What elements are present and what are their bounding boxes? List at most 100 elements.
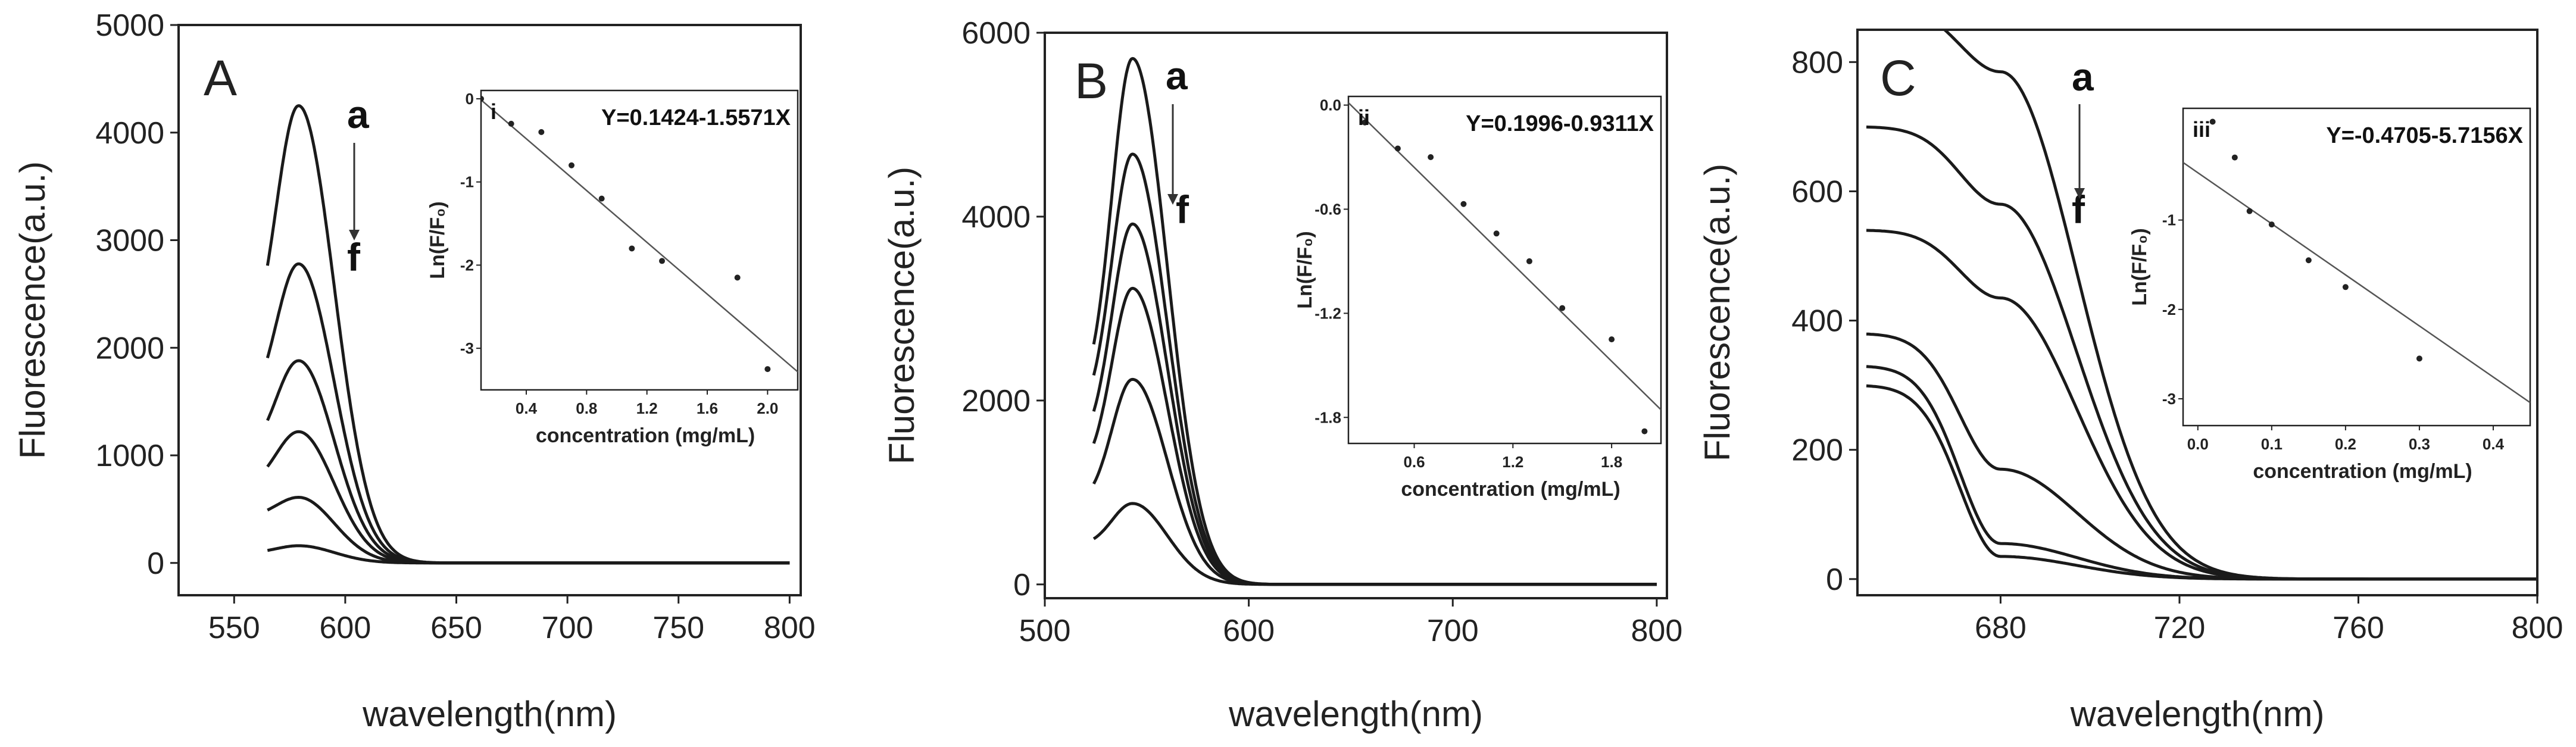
inset-data-point xyxy=(481,95,484,102)
y-axis-title: Fluorescence(a.u.) xyxy=(13,161,52,459)
inset-data-point xyxy=(1526,258,1532,264)
inset-frame xyxy=(2182,107,2531,427)
x-tick-label: 600 xyxy=(1223,614,1275,648)
inset-x-tick-label: 0.8 xyxy=(576,399,597,417)
inset-data-point xyxy=(1394,145,1401,152)
inset-data-point xyxy=(2416,355,2422,362)
inset-data-point xyxy=(2305,257,2312,264)
inset-label: i xyxy=(491,99,497,124)
plot-frame xyxy=(1044,32,1668,599)
inset-y-axis-title: Ln(F/F₀) xyxy=(2128,228,2151,306)
inset-plot-group xyxy=(1348,102,1661,435)
inset-data-point xyxy=(569,162,574,168)
spectrum-curve-d xyxy=(266,430,790,565)
inset-x-tick-label: 0.4 xyxy=(516,399,538,417)
inset-x-tick-label: 1.2 xyxy=(636,399,658,417)
y-tick-label: 6000 xyxy=(961,16,1031,51)
inset-data-point xyxy=(1460,201,1467,207)
inset-data-point xyxy=(598,195,605,202)
plot-frame xyxy=(177,24,802,596)
y-tick-label: 3000 xyxy=(95,224,164,258)
inset-x-axis-title: concentration (mg/mL) xyxy=(1401,478,1620,501)
inset-data-point xyxy=(1641,428,1648,435)
inset-y-tick-label: -3 xyxy=(2162,390,2176,408)
inset-y-tick-label: -2 xyxy=(460,256,474,274)
inset-equation: Y=0.1424-1.5571X xyxy=(601,105,791,130)
spectra-group xyxy=(1092,57,1657,586)
panel-letter: C xyxy=(1880,50,1916,106)
x-tick-label: 550 xyxy=(208,611,260,645)
inset-data-point xyxy=(659,258,665,264)
x-tick-label: 700 xyxy=(542,611,594,645)
series-arrow-head xyxy=(349,230,360,240)
x-tick-label: 800 xyxy=(1631,614,1682,648)
inset-data-point xyxy=(1428,154,1434,161)
x-axis-title: wavelength(nm) xyxy=(2070,694,2325,734)
inset-y-tick-label: 0 xyxy=(466,90,474,108)
y-tick-label: 0 xyxy=(147,546,164,581)
inset-data-point xyxy=(2246,208,2253,214)
inset-x-tick-label: 0.2 xyxy=(2335,435,2356,453)
inset-label: iii xyxy=(2193,117,2210,142)
y-tick-label: 1000 xyxy=(95,439,164,473)
x-tick-label: 600 xyxy=(320,611,371,645)
inset-data-point xyxy=(538,129,545,135)
inset-x-tick-label: 0.4 xyxy=(2483,435,2505,453)
inset-label: ii xyxy=(1358,105,1370,130)
series-arrow-head xyxy=(2074,188,2085,199)
y-tick-label: 400 xyxy=(1791,304,1843,339)
inset-data-point xyxy=(764,366,771,373)
y-tick-label: 800 xyxy=(1791,45,1843,80)
x-tick-label: 680 xyxy=(1975,611,2027,645)
inset-y-tick-label: -3 xyxy=(460,339,474,357)
y-axis-title: Fluorescence(a.u.) xyxy=(1697,164,1737,461)
inset-fit-line xyxy=(481,99,798,373)
inset-y-tick-label: -1 xyxy=(2162,211,2176,229)
spectra-group xyxy=(1866,30,2537,581)
inset-y-tick-label: -1 xyxy=(460,173,474,191)
inset-y-tick-label: -1.2 xyxy=(1314,304,1341,322)
inset-data-point xyxy=(2231,154,2238,161)
inset-fit-line xyxy=(1348,102,1661,411)
x-tick-label: 750 xyxy=(652,611,704,645)
x-axis-title: wavelength(nm) xyxy=(1228,694,1483,734)
series-arrow-head xyxy=(1167,194,1178,205)
panel-letter: B xyxy=(1075,53,1108,109)
inset-data-point xyxy=(1609,336,1615,343)
series-label-f: f xyxy=(2072,187,2085,232)
y-tick-label: 4000 xyxy=(95,116,164,151)
inset-data-point xyxy=(508,120,514,127)
inset-data-point xyxy=(1362,119,1368,126)
spectrum-curve-c xyxy=(266,359,790,565)
inset-y-axis-title: Ln(F/F₀) xyxy=(426,201,449,279)
y-tick-label: 0 xyxy=(1826,562,1843,597)
y-tick-label: 4000 xyxy=(961,200,1031,235)
y-tick-label: 2000 xyxy=(961,384,1031,418)
inset-x-axis-title: concentration (mg/mL) xyxy=(2253,460,2472,483)
spectrum-curve-f xyxy=(267,544,790,565)
inset-plot-group xyxy=(481,95,798,373)
x-tick-label: 800 xyxy=(764,611,816,645)
x-tick-label: 720 xyxy=(2154,611,2206,645)
inset-x-tick-label: 1.6 xyxy=(697,399,718,417)
x-tick-label: 650 xyxy=(430,611,482,645)
spectra-group xyxy=(266,104,790,565)
inset-frame xyxy=(480,89,799,391)
series-label-f: f xyxy=(347,235,361,279)
y-axis-title: Fluorescence(a.u.) xyxy=(882,167,922,464)
inset-y-axis-title: Ln(F/F₀) xyxy=(1294,231,1316,309)
series-label-a: a xyxy=(2072,55,2094,99)
inset-data-point xyxy=(1493,230,1500,237)
inset-plot-group xyxy=(2183,118,2530,404)
inset-x-tick-label: 1.8 xyxy=(1601,453,1622,471)
inset-x-tick-label: 0.6 xyxy=(1403,453,1425,471)
inset-equation: Y=0.1996-0.9311X xyxy=(1466,111,1654,136)
inset-x-tick-label: 0.0 xyxy=(2187,435,2209,453)
inset-x-tick-label: 0.3 xyxy=(2409,435,2430,453)
x-tick-label: 500 xyxy=(1019,614,1071,648)
inset-data-point xyxy=(2268,221,2275,228)
inset-data-point xyxy=(2209,118,2216,125)
inset-data-point xyxy=(734,274,741,281)
inset-data-point xyxy=(2342,284,2349,290)
inset-x-tick-label: 2.0 xyxy=(757,399,778,417)
